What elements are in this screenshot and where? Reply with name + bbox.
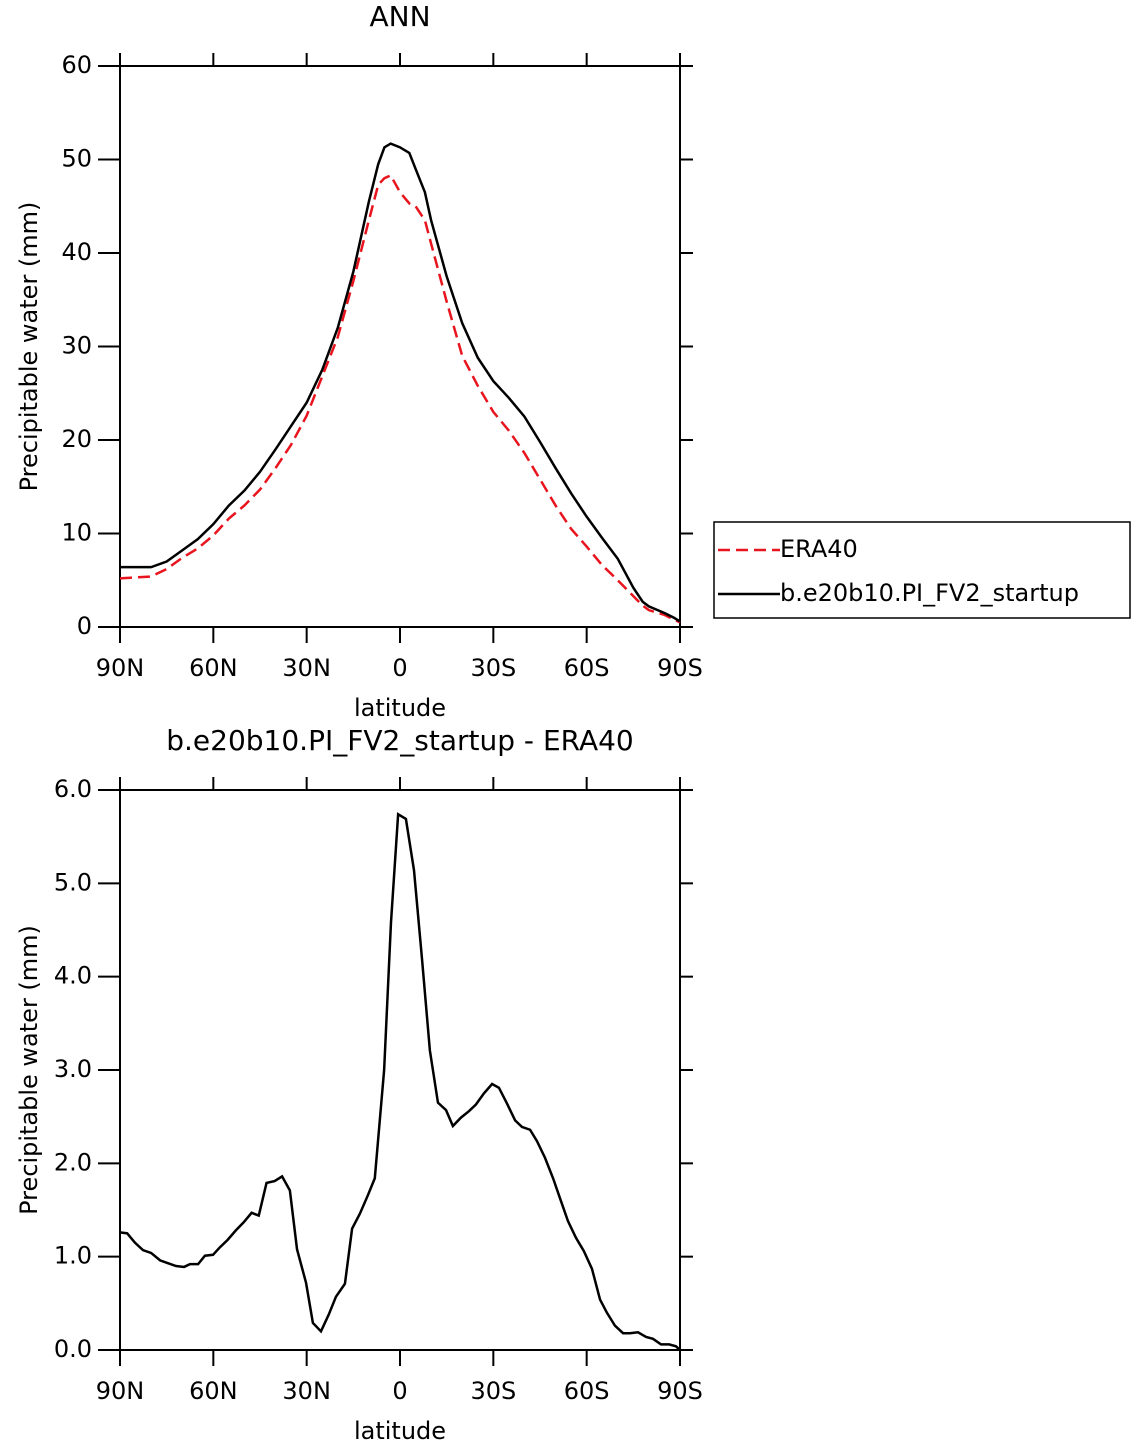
chart-title: ANN bbox=[369, 0, 430, 33]
y-tick-label: 0.0 bbox=[54, 1335, 92, 1363]
legend-label: ERA40 bbox=[780, 535, 858, 563]
x-tick-label: 90S bbox=[657, 654, 703, 682]
series-line bbox=[120, 142, 681, 623]
x-tick-label: 60N bbox=[189, 654, 238, 682]
chart-title: b.e20b10.PI_FV2_startup - ERA40 bbox=[166, 724, 633, 757]
y-tick-label: 5.0 bbox=[54, 868, 92, 896]
x-axis-label: latitude bbox=[354, 1417, 446, 1445]
y-tick-label: 60 bbox=[61, 51, 92, 79]
x-tick-label: 90N bbox=[96, 1377, 145, 1405]
x-tick-label: 60S bbox=[564, 654, 610, 682]
legend-label: b.e20b10.PI_FV2_startup bbox=[780, 579, 1079, 607]
y-axis-label: Precipitable water (mm) bbox=[15, 202, 43, 492]
x-tick-label: 0 bbox=[392, 1377, 407, 1405]
y-tick-label: 3.0 bbox=[54, 1055, 92, 1083]
x-tick-label: 60N bbox=[189, 1377, 238, 1405]
x-tick-label: 30N bbox=[282, 654, 331, 682]
y-axis-label: Precipitable water (mm) bbox=[15, 925, 43, 1215]
series-line bbox=[119, 173, 681, 624]
y-tick-label: 50 bbox=[61, 145, 92, 173]
y-tick-label: 1.0 bbox=[54, 1242, 92, 1270]
y-tick-label: 40 bbox=[61, 238, 92, 266]
y-tick-label: 4.0 bbox=[54, 962, 92, 990]
y-tick-label: 6.0 bbox=[54, 775, 92, 803]
x-tick-label: 30N bbox=[282, 1377, 331, 1405]
x-axis-label: latitude bbox=[354, 694, 446, 722]
x-tick-label: 30S bbox=[470, 1377, 516, 1405]
y-tick-label: 10 bbox=[61, 519, 92, 547]
y-tick-label: 20 bbox=[61, 425, 92, 453]
plot-frame bbox=[119, 789, 681, 1351]
x-tick-label: 90N bbox=[96, 654, 145, 682]
series-line bbox=[119, 812, 681, 1351]
x-tick-label: 60S bbox=[564, 1377, 610, 1405]
legend-box bbox=[713, 521, 1131, 619]
y-tick-label: 2.0 bbox=[54, 1148, 92, 1176]
x-tick-label: 90S bbox=[657, 1377, 703, 1405]
x-tick-label: 30S bbox=[470, 654, 516, 682]
y-tick-label: 30 bbox=[61, 332, 92, 360]
x-tick-label: 0 bbox=[392, 654, 407, 682]
y-tick-label: 0 bbox=[77, 612, 92, 640]
